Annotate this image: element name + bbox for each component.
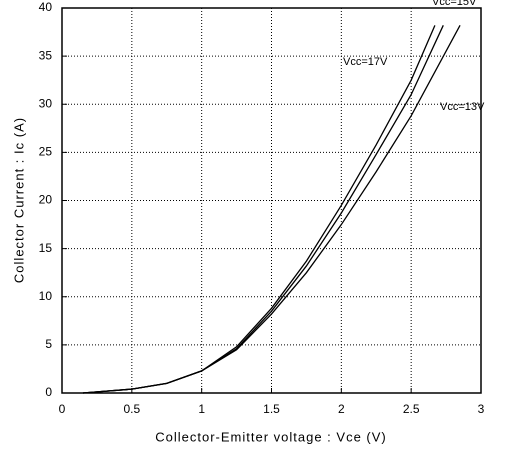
x-tick-label: 1 [198, 402, 205, 416]
series-line [82, 25, 461, 394]
y-tick-label: 35 [39, 48, 53, 62]
plot-frame [61, 7, 482, 394]
series-label: Vcc=15V [432, 0, 477, 8]
y-tick-label: 5 [45, 337, 52, 351]
x-tick-label: 1.5 [263, 402, 280, 416]
y-tick-label: 20 [39, 193, 53, 207]
y-tick-label: 0 [45, 385, 52, 399]
y-tick-label: 15 [39, 241, 53, 255]
x-tick-label: 0 [59, 402, 66, 416]
x-tick-label: 3 [478, 402, 485, 416]
series-line [82, 25, 444, 394]
x-tick-label: 2 [338, 402, 345, 416]
x-tick-label: 0.5 [123, 402, 140, 416]
y-axis-label: Collector Current : Ic (A) [11, 117, 26, 283]
x-axis-label: Collector-Emitter voltage : Vce (V) [155, 429, 387, 444]
series-label: Vcc=13V [440, 101, 485, 113]
y-tick-label: 10 [39, 289, 53, 303]
x-tick-label: 2.5 [403, 402, 420, 416]
series-line [82, 25, 436, 394]
y-tick-label: 40 [39, 0, 53, 14]
y-tick-label: 30 [39, 96, 53, 110]
series-label: Vcc=17V [343, 56, 388, 68]
y-tick-label: 25 [39, 145, 53, 159]
